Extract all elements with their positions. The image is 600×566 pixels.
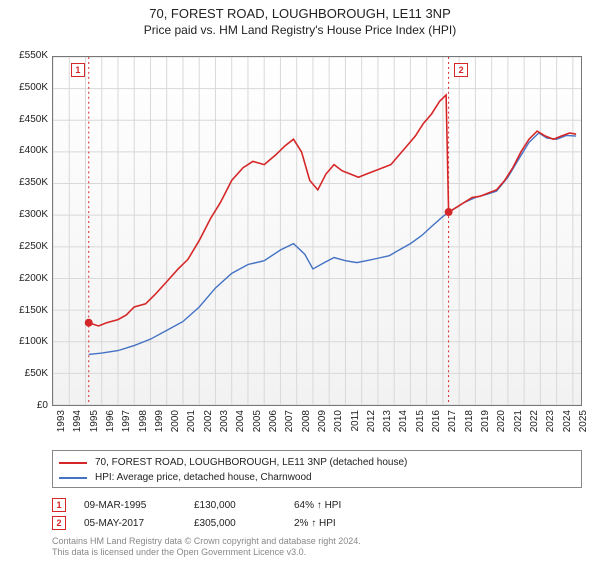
ytick-label: £100K bbox=[4, 336, 48, 347]
ytick-label: £450K bbox=[4, 114, 48, 125]
legend: 70, FOREST ROAD, LOUGHBOROUGH, LE11 3NP … bbox=[52, 450, 582, 488]
ytick-label: £150K bbox=[4, 305, 48, 316]
xtick-label: 1994 bbox=[72, 410, 83, 440]
xtick-label: 1997 bbox=[121, 410, 132, 440]
legend-label-1: HPI: Average price, detached house, Char… bbox=[95, 472, 312, 483]
chart-title: 70, FOREST ROAD, LOUGHBOROUGH, LE11 3NP bbox=[0, 6, 600, 21]
xtick-label: 2019 bbox=[480, 410, 491, 440]
xtick-label: 2011 bbox=[350, 410, 361, 440]
markers-table: 1 09-MAR-1995 £130,000 64% ↑ HPI 2 05-MA… bbox=[52, 496, 582, 532]
xtick-label: 2006 bbox=[268, 410, 279, 440]
xtick-label: 2001 bbox=[186, 410, 197, 440]
xtick-label: 2013 bbox=[382, 410, 393, 440]
xtick-label: 1993 bbox=[56, 410, 67, 440]
xtick-label: 2005 bbox=[252, 410, 263, 440]
event-marker-1-box: 1 bbox=[71, 63, 85, 77]
xtick-label: 2000 bbox=[170, 410, 181, 440]
marker-pct-1: 2% ↑ HPI bbox=[294, 518, 394, 529]
footnote: Contains HM Land Registry data © Crown c… bbox=[52, 536, 582, 559]
marker-box-1: 2 bbox=[52, 516, 66, 530]
marker-num-1: 2 bbox=[56, 518, 61, 528]
xtick-label: 2022 bbox=[529, 410, 540, 440]
xtick-label: 2018 bbox=[464, 410, 475, 440]
marker-price-0: £130,000 bbox=[194, 500, 294, 511]
xtick-label: 2017 bbox=[447, 410, 458, 440]
xtick-label: 2016 bbox=[431, 410, 442, 440]
event-marker-2-num: 2 bbox=[459, 65, 464, 75]
xtick-label: 1995 bbox=[89, 410, 100, 440]
chart-container: 70, FOREST ROAD, LOUGHBOROUGH, LE11 3NP … bbox=[0, 6, 600, 566]
ytick-label: £250K bbox=[4, 241, 48, 252]
legend-swatch-1 bbox=[59, 477, 87, 479]
xtick-label: 2024 bbox=[562, 410, 573, 440]
xtick-label: 2021 bbox=[513, 410, 524, 440]
footnote-line-2: This data is licensed under the Open Gov… bbox=[52, 547, 582, 558]
ytick-label: £500K bbox=[4, 82, 48, 93]
xtick-label: 2025 bbox=[578, 410, 589, 440]
xtick-label: 2009 bbox=[317, 410, 328, 440]
ytick-label: £0 bbox=[4, 400, 48, 411]
ytick-label: £50K bbox=[4, 368, 48, 379]
marker-num-0: 1 bbox=[56, 500, 61, 510]
ytick-label: £550K bbox=[4, 50, 48, 61]
xtick-label: 2014 bbox=[398, 410, 409, 440]
ytick-label: £350K bbox=[4, 177, 48, 188]
legend-row-0: 70, FOREST ROAD, LOUGHBOROUGH, LE11 3NP … bbox=[59, 455, 575, 470]
legend-swatch-0 bbox=[59, 462, 87, 464]
xtick-label: 2002 bbox=[203, 410, 214, 440]
xtick-label: 2004 bbox=[235, 410, 246, 440]
marker-date-1: 05-MAY-2017 bbox=[84, 518, 194, 529]
event-marker-2-box: 2 bbox=[454, 63, 468, 77]
marker-price-1: £305,000 bbox=[194, 518, 294, 529]
event-marker-1-num: 1 bbox=[75, 65, 80, 75]
footnote-line-1: Contains HM Land Registry data © Crown c… bbox=[52, 536, 582, 547]
xtick-label: 2008 bbox=[301, 410, 312, 440]
marker-row-0: 1 09-MAR-1995 £130,000 64% ↑ HPI bbox=[52, 496, 582, 514]
ytick-label: £400K bbox=[4, 145, 48, 156]
ytick-label: £200K bbox=[4, 273, 48, 284]
marker-pct-0: 64% ↑ HPI bbox=[294, 500, 394, 511]
xtick-label: 2003 bbox=[219, 410, 230, 440]
xtick-label: 2015 bbox=[415, 410, 426, 440]
xtick-label: 2010 bbox=[333, 410, 344, 440]
marker-box-0: 1 bbox=[52, 498, 66, 512]
legend-row-1: HPI: Average price, detached house, Char… bbox=[59, 470, 575, 485]
chart-subtitle: Price paid vs. HM Land Registry's House … bbox=[0, 23, 600, 37]
plot-area: 1 2 bbox=[52, 56, 582, 406]
marker-date-0: 09-MAR-1995 bbox=[84, 500, 194, 511]
xtick-label: 1996 bbox=[105, 410, 116, 440]
xtick-label: 1999 bbox=[154, 410, 165, 440]
xtick-label: 2020 bbox=[496, 410, 507, 440]
legend-label-0: 70, FOREST ROAD, LOUGHBOROUGH, LE11 3NP … bbox=[95, 457, 407, 468]
xtick-label: 2023 bbox=[545, 410, 556, 440]
xtick-label: 2007 bbox=[284, 410, 295, 440]
xtick-label: 1998 bbox=[138, 410, 149, 440]
marker-row-1: 2 05-MAY-2017 £305,000 2% ↑ HPI bbox=[52, 514, 582, 532]
ytick-label: £300K bbox=[4, 209, 48, 220]
xtick-label: 2012 bbox=[366, 410, 377, 440]
plot-svg bbox=[53, 57, 581, 405]
